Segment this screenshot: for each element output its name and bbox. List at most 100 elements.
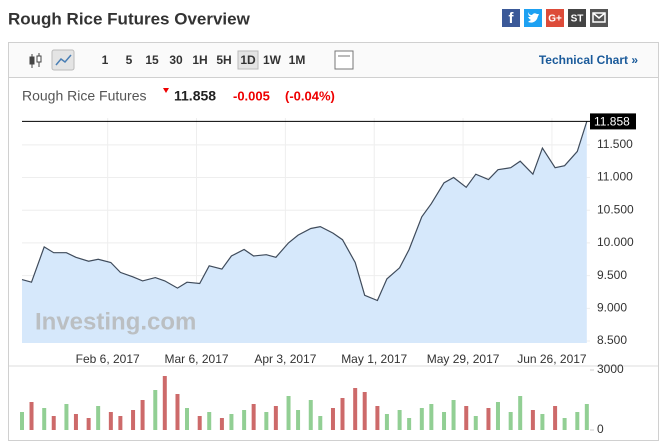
facebook-icon: f <box>509 10 515 27</box>
last-price-label: 11.858 <box>594 115 630 129</box>
interval-button[interactable]: 1 <box>102 53 109 67</box>
volume-bar <box>153 390 158 430</box>
volume-bar <box>330 408 335 430</box>
volume-bar <box>375 406 380 430</box>
widget-title: Rough Rice Futures Overview <box>8 9 251 28</box>
stocktwits-icon: ST <box>571 14 584 25</box>
down-arrow <box>163 88 169 93</box>
quote-name: Rough Rice Futures <box>22 88 147 104</box>
volume-bar <box>251 404 256 430</box>
interval-button[interactable]: 15 <box>145 53 159 67</box>
volume-bar <box>162 376 167 430</box>
interval-button[interactable]: 5H <box>216 53 231 67</box>
volume-bar <box>429 404 434 430</box>
volume-bar <box>362 392 367 430</box>
interval-button[interactable]: 1W <box>263 53 282 67</box>
interval-button[interactable]: 1H <box>192 53 207 67</box>
mail-icon-flap <box>592 12 606 19</box>
mail-icon <box>592 12 606 23</box>
x-tick-label: Jun 26, 2017 <box>517 352 587 366</box>
volume-bar <box>397 410 402 430</box>
volume-bar <box>353 388 358 430</box>
volume-bar <box>286 396 291 430</box>
interval-button[interactable]: 1D <box>240 53 256 67</box>
volume-bar <box>51 416 56 430</box>
quote-change-pct: (-0.04%) <box>285 88 335 103</box>
volume-bar <box>175 394 180 430</box>
volume-bar <box>340 398 345 430</box>
y-tick-label: 9.000 <box>597 301 627 315</box>
volume-bar <box>96 406 101 430</box>
volume-bar <box>229 414 234 430</box>
calendar-icon[interactable] <box>334 50 354 70</box>
volume-bar <box>473 416 478 430</box>
volume-bar <box>419 408 424 430</box>
volume-bar <box>20 412 24 430</box>
volume-bar <box>296 410 301 430</box>
y-tick-label: 9.500 <box>597 268 627 282</box>
price-line <box>21 121 588 302</box>
y-tick-label: 8.500 <box>597 333 627 347</box>
facebook-button[interactable] <box>502 9 520 27</box>
volume-bar <box>73 414 78 430</box>
y-tick-label: 11.500 <box>597 137 633 151</box>
technical-chart-link[interactable]: Technical Chart » <box>539 53 638 67</box>
line-icon <box>55 54 72 66</box>
volume-bar <box>264 412 269 430</box>
volume-bar <box>140 400 145 430</box>
volume-bar <box>86 418 91 430</box>
stocktwits-button[interactable] <box>568 9 586 27</box>
volume-bar <box>530 410 535 430</box>
volume-bar <box>584 404 589 430</box>
volume-bar <box>42 408 47 430</box>
x-tick-label: May 29, 2017 <box>427 352 500 366</box>
watermark: Investing.com <box>35 308 196 335</box>
interval-button[interactable]: 30 <box>169 53 183 67</box>
volume-bar <box>464 406 469 430</box>
volume-bar <box>442 412 447 430</box>
x-tick-label: Feb 6, 2017 <box>76 352 140 366</box>
volume-bar <box>486 408 491 430</box>
interval-active <box>237 50 259 70</box>
volume-bar <box>308 400 313 430</box>
volume-bar <box>384 414 389 430</box>
x-tick-label: Mar 6, 2017 <box>165 352 229 366</box>
volume-bar <box>540 414 545 430</box>
quote-change: -0.005 <box>233 88 270 103</box>
googleplus-icon: G+ <box>548 14 562 25</box>
volume-bar <box>575 412 580 430</box>
volume-tick-label: 0 <box>597 422 604 436</box>
x-tick-label: Apr 3, 2017 <box>254 352 316 366</box>
volume-bar <box>197 416 202 430</box>
y-tick-label: 10.500 <box>597 202 634 216</box>
volume-bar <box>407 418 412 430</box>
volume-bar <box>553 406 558 430</box>
volume-bar <box>219 418 224 430</box>
interval-button[interactable]: 1M <box>289 53 306 67</box>
volume-bar <box>118 416 123 430</box>
volume-bar <box>318 416 323 430</box>
y-tick-label: 11.000 <box>597 170 633 184</box>
x-tick-label: May 1, 2017 <box>341 352 407 366</box>
volume-bar <box>108 412 113 430</box>
volume-bar <box>207 412 212 430</box>
volume-bar <box>131 410 136 430</box>
volume-bar <box>242 410 247 430</box>
volume-bar <box>273 406 278 430</box>
volume-bar <box>562 418 567 430</box>
y-tick-label: 10.000 <box>597 235 634 249</box>
last-price-box <box>590 113 636 130</box>
interval-button[interactable]: 5 <box>126 53 133 67</box>
googleplus-button[interactable] <box>546 9 564 27</box>
volume-bar <box>185 408 190 430</box>
candle-icon[interactable] <box>29 53 42 68</box>
volume-bar <box>451 400 456 430</box>
volume-bar <box>64 404 69 430</box>
volume-bar <box>508 412 513 430</box>
volume-tick-label: 3000 <box>597 362 624 376</box>
twitter-icon <box>528 12 539 23</box>
quote-price: 11.858 <box>174 88 216 104</box>
volume-bar <box>518 396 523 430</box>
volume-bar <box>495 402 500 430</box>
